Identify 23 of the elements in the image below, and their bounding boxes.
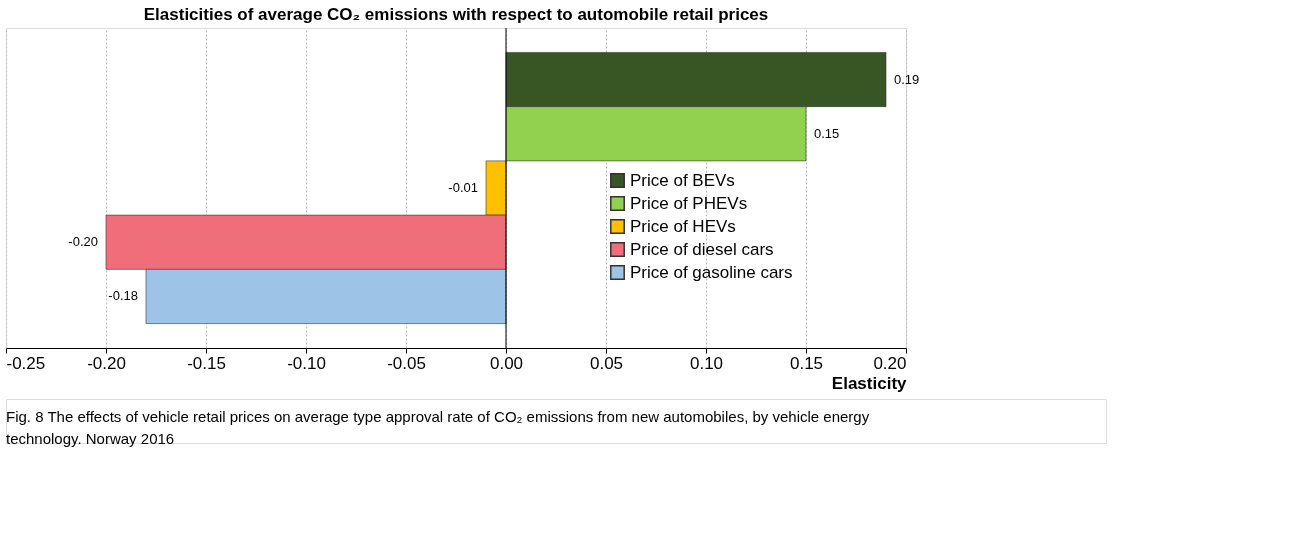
legend-label: Price of BEVs bbox=[630, 170, 735, 190]
data-label: -0.20 bbox=[68, 234, 98, 250]
data-label: -0.18 bbox=[108, 288, 138, 304]
data-label: 0.19 bbox=[894, 71, 920, 87]
x-tick-label: 0.00 bbox=[489, 353, 524, 373]
caption: Fig. 8 The effects of vehicle retail prices on average type approval rate of CO₂ emissions from new automobiles, by vehicle energy technology. Norway 2016 bbox=[6, 408, 870, 447]
x-tick-label: 0.10 bbox=[689, 353, 724, 373]
x-tick-label: 0.05 bbox=[589, 353, 624, 373]
x-tick-label: -0.15 bbox=[187, 353, 226, 373]
x-tick-label: -0.05 bbox=[387, 353, 426, 373]
x-tick-label: 0.20 bbox=[873, 353, 907, 373]
x-tick-label: -0.25 bbox=[6, 353, 46, 373]
x-axis-title: Elasticity bbox=[831, 373, 908, 393]
legend-label: Price of PHEVs bbox=[630, 193, 748, 213]
data-label: -0.01 bbox=[448, 180, 478, 195]
legend-label: Price of diesel cars bbox=[630, 239, 774, 259]
legend-label: Price of HEVs bbox=[630, 216, 736, 236]
x-tick-label: 0.15 bbox=[789, 353, 824, 373]
chart-title: Elasticities of average CO₂ emissions with respect to automobile retail prices bbox=[143, 4, 769, 24]
legend-label: Price of gasoline cars bbox=[630, 262, 793, 282]
x-tick-label: -0.20 bbox=[87, 353, 126, 373]
data-label: 0.15 bbox=[814, 125, 840, 141]
x-tick-label: -0.10 bbox=[287, 353, 326, 373]
